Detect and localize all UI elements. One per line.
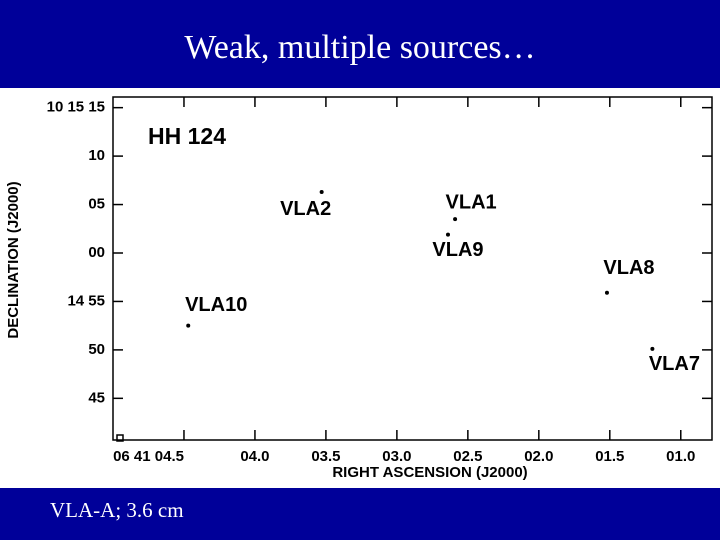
y-tick-label: 10 15 15 xyxy=(47,99,105,116)
x-tick-label: 01.0 xyxy=(666,448,695,465)
x-tick-label: 03.0 xyxy=(382,448,411,465)
x-axis-title: RIGHT ASCENSION (J2000) xyxy=(332,464,527,481)
y-tick-label: 50 xyxy=(88,341,105,358)
source-label: VLA2 xyxy=(280,198,331,220)
source-point xyxy=(319,189,324,194)
figure-background xyxy=(0,88,720,488)
x-tick-label: 02.0 xyxy=(524,448,553,465)
plot-frame xyxy=(112,96,713,441)
source-point xyxy=(650,346,655,351)
source-label: VLA10 xyxy=(185,294,247,316)
source-label: VLA1 xyxy=(446,191,497,213)
source-label: VLA7 xyxy=(649,353,700,375)
beam-marker xyxy=(116,434,124,442)
source-label: VLA9 xyxy=(432,239,483,261)
y-tick-label: 10 xyxy=(88,147,105,164)
x-tick-label: 02.5 xyxy=(453,448,482,465)
slide-footer: VLA-A; 3.6 cm xyxy=(50,498,184,522)
y-tick-label: 00 xyxy=(88,244,105,261)
x-tick-label: 06 41 04.5 xyxy=(113,448,184,465)
source-label: VLA8 xyxy=(603,257,654,279)
x-tick-label: 04.0 xyxy=(240,448,269,465)
y-tick-label: 05 xyxy=(88,196,105,213)
slide-title: Weak, multiple sources… xyxy=(184,29,535,66)
annotation: HH 124 xyxy=(148,123,226,149)
y-tick-label: 45 xyxy=(88,389,105,406)
y-axis-title: DECLINATION (J2000) xyxy=(5,181,22,338)
source-point xyxy=(604,290,609,295)
x-tick-label: 01.5 xyxy=(595,448,624,465)
x-tick-label: 03.5 xyxy=(311,448,340,465)
source-point xyxy=(186,323,191,328)
source-point xyxy=(453,217,458,222)
source-point xyxy=(445,232,450,237)
y-tick-label: 14 55 xyxy=(67,292,105,309)
